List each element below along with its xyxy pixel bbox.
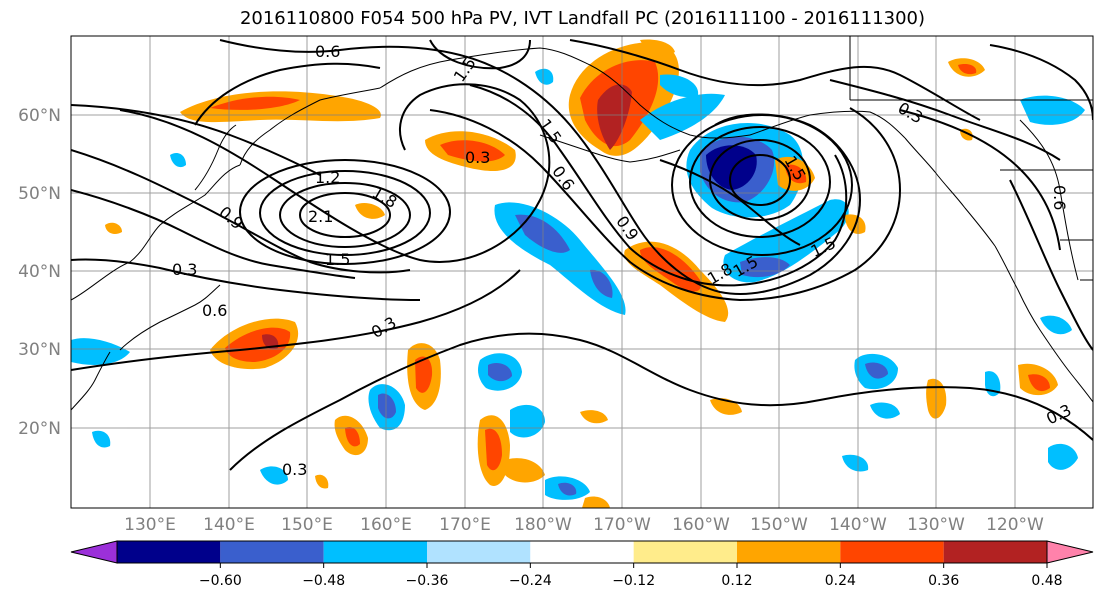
- colorbar-segment: [220, 541, 324, 563]
- anomaly-blob: [1040, 315, 1072, 335]
- colorbar-extend-high: [1046, 540, 1094, 564]
- pv-contours: [71, 39, 1093, 471]
- anomaly-blob: [345, 426, 360, 447]
- colorbar-segment: [530, 541, 634, 563]
- lon-label: 150°W: [750, 515, 808, 535]
- anomaly-blob: [505, 458, 545, 483]
- lon-label: 120°W: [986, 515, 1044, 535]
- lat-label: 50°N: [18, 184, 61, 204]
- colorbar-tick-label: −0.24: [509, 573, 552, 589]
- coastlines: [71, 36, 1093, 411]
- colorbar-segment: [840, 541, 944, 563]
- colorbar-segment: [117, 541, 221, 563]
- anomaly-blob: [590, 269, 613, 298]
- anomaly-blob: [958, 63, 977, 75]
- map-title: 2016110800 F054 500 hPa PV, IVT Landfall…: [239, 8, 926, 29]
- lon-label: 170°E: [439, 515, 491, 535]
- anomaly-blob: [535, 68, 554, 85]
- lon-label: 140°E: [203, 515, 255, 535]
- anomaly-blob: [1028, 374, 1050, 392]
- contour-label: 0.3: [465, 148, 490, 167]
- anomaly-blob: [488, 363, 512, 382]
- contour-label: 2.1: [308, 207, 333, 226]
- lat-label: 30°N: [18, 340, 61, 360]
- anomaly-blob: [260, 466, 288, 485]
- lat-label: 20°N: [18, 419, 61, 439]
- colorbar-tick-label: 0.24: [825, 573, 856, 589]
- anomaly-blob: [92, 430, 111, 448]
- contour-label: 0.6: [1050, 185, 1069, 210]
- anomaly-blob: [170, 153, 186, 168]
- shaded-anomalies: [71, 39, 1085, 508]
- anomaly-blob: [315, 474, 329, 489]
- anomaly-blob: [660, 74, 699, 98]
- colorbar: −0.60 −0.48 −0.36 −0.24 −0.12 0.12 0.24 0.36 0.4…: [70, 540, 1094, 589]
- contour-label: 0.3: [172, 260, 197, 279]
- contour-label: 0.3: [282, 460, 307, 479]
- lon-label: 150°E: [281, 515, 333, 535]
- latitude-labels: 60°N 50°N 40°N 30°N 20°N: [18, 106, 61, 439]
- colorbar-tick-label: 0.36: [928, 573, 959, 589]
- lon-label: 140°W: [829, 515, 887, 535]
- lon-label: 160°E: [360, 515, 412, 535]
- lon-label: 130°W: [907, 515, 965, 535]
- anomaly-blob: [378, 393, 396, 419]
- anomaly-blob: [415, 356, 433, 393]
- anomaly-blob: [870, 402, 900, 419]
- anomaly-blob: [210, 96, 300, 110]
- contour-label: 1.2: [315, 168, 340, 187]
- anomaly-blob: [440, 140, 505, 162]
- anomaly-blob: [71, 338, 130, 365]
- anomaly-blob: [1020, 95, 1085, 125]
- anomaly-blob: [510, 404, 545, 438]
- map-frame: [70, 35, 1094, 509]
- lon-label: 180°W: [514, 515, 572, 535]
- anomaly-blob: [740, 257, 790, 278]
- anomaly-blob: [180, 91, 381, 123]
- contour-label: 0.6: [202, 301, 227, 320]
- colorbar-segment: [633, 541, 737, 563]
- anomaly-blob: [558, 482, 577, 496]
- anomaly-blob: [865, 362, 888, 379]
- contour-label: 0.6: [315, 42, 340, 61]
- lat-label: 40°N: [18, 262, 61, 282]
- anomaly-blob: [105, 222, 122, 234]
- anomaly-blob: [485, 428, 502, 471]
- lon-label: 130°E: [124, 515, 176, 535]
- colorbar-outline: [116, 540, 1048, 564]
- anomaly-blob: [355, 203, 385, 219]
- contour-label: 1.5: [325, 250, 350, 269]
- colorbar-segment: [737, 541, 841, 563]
- longitude-labels: 130°E 140°E 150°E 160°E 170°E 180°W 170°…: [124, 515, 1044, 535]
- colorbar-segment: [943, 541, 1047, 563]
- lat-label: 60°N: [18, 106, 61, 126]
- colorbar-tick-label: −0.36: [406, 573, 449, 589]
- anomaly-blob: [640, 39, 675, 56]
- anomaly-blob: [640, 93, 725, 140]
- lon-label: 170°W: [593, 515, 651, 535]
- colorbar-segment: [427, 541, 531, 563]
- anomaly-blob: [582, 496, 610, 508]
- anomaly-blob: [640, 247, 701, 292]
- colorbar-tick-label: 0.12: [721, 573, 752, 589]
- anomaly-blob: [842, 454, 869, 472]
- colorbar-extend-low: [70, 540, 118, 564]
- anomaly-blob: [580, 410, 608, 424]
- colorbar-tick-label: −0.12: [612, 573, 655, 589]
- colorbar-segment: [323, 541, 427, 563]
- lon-label: 160°W: [672, 515, 730, 535]
- colorbar-tick-label: 0.48: [1031, 573, 1062, 589]
- anomaly-blob: [1048, 443, 1078, 470]
- colorbar-tick-label: −0.60: [199, 573, 242, 589]
- colorbar-tick-label: −0.48: [302, 573, 345, 589]
- anomaly-blob: [597, 84, 632, 150]
